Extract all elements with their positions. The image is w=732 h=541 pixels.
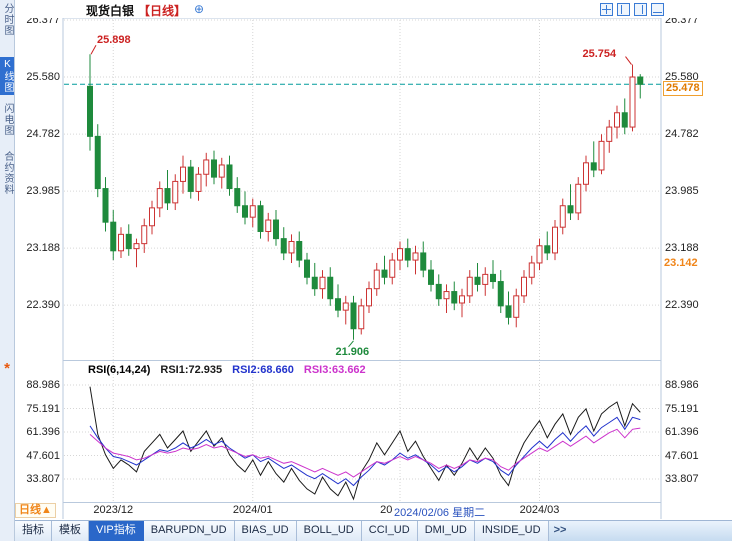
tab-cci-ud[interactable]: CCI_UD	[361, 521, 418, 541]
left-sidebar: * 分时图 K线图闪电图合约资料	[0, 0, 15, 541]
rsi-axis-label-right: 75.191	[665, 402, 699, 415]
rsi1-value: RSI1:72.935	[160, 364, 223, 376]
symbol-title: 现货白银	[86, 4, 135, 18]
sidebar-item-contract-info[interactable]: 合约资料	[2, 151, 13, 195]
annotation-period-low: 21.906	[335, 345, 370, 358]
indicator-panel-icon[interactable]: *	[4, 360, 10, 377]
add-indicator-icon[interactable]: ⊕	[194, 2, 205, 16]
tab-indicators[interactable]: 指标	[14, 521, 52, 541]
period-selector[interactable]: 日线▲	[15, 503, 56, 518]
rsi-params-label: RSI(6,14,24)	[88, 364, 151, 376]
rsi2-value: RSI2:68.660	[232, 364, 294, 376]
price-axis-label-left: 23.188	[26, 242, 60, 255]
tab-dmi-ud[interactable]: DMI_UD	[417, 521, 475, 541]
tab-bias-ud[interactable]: BIAS_UD	[234, 521, 297, 541]
secondary-price-label: 23.142	[664, 257, 698, 269]
rsi-axis-label-left: 88.986	[26, 379, 60, 391]
tab-vip-indicators[interactable]: VIP指标	[89, 521, 144, 541]
tab-inside-ud[interactable]: INSIDE_UD	[474, 521, 549, 541]
rsi-axis-label-left: 47.601	[26, 449, 60, 462]
price-axis-label-right: 23.985	[665, 185, 699, 198]
split-left-icon[interactable]	[617, 3, 630, 16]
price-axis-label-left: 25.580	[26, 71, 60, 83]
rsi-axis-label-right: 61.396	[665, 426, 699, 438]
price-axis-label-right: 23.188	[665, 242, 699, 255]
rsi-axis-label-left: 75.191	[26, 402, 60, 415]
period-arrow-icon: ▲	[41, 504, 52, 516]
x-axis-label: 2024/03	[519, 504, 560, 516]
tab-templates[interactable]: 模板	[52, 521, 89, 541]
rsi-axis-label-left: 33.807	[26, 472, 60, 485]
split-right-icon[interactable]	[634, 3, 647, 16]
last-price-badge: 25.478	[663, 81, 703, 96]
rsi-indicator-header[interactable]: RSI(6,14,24) RSI1:72.935 RSI2:68.660 RSI3:6…	[88, 364, 376, 376]
x-axis-label: 2024/01	[232, 504, 273, 516]
split-bottom-icon[interactable]	[651, 3, 664, 16]
x-axis-label: 2023/12	[93, 504, 134, 516]
annotation-recent-high: 25.754	[582, 47, 617, 60]
rsi-axis-label-right: 88.986	[665, 379, 699, 391]
period-label: 日线	[19, 504, 41, 516]
selected-date-label: 2024/02/06 星期二	[392, 504, 488, 520]
grid-layout-icon[interactable]	[600, 3, 613, 16]
rsi-axis-label-left: 61.396	[26, 426, 60, 438]
sidebar-item-kline-chart[interactable]: K线图	[0, 57, 14, 95]
rsi-axis-label-right: 47.601	[665, 449, 699, 462]
period-tag: 【日线】	[138, 4, 187, 18]
sidebar-item-flash-chart[interactable]: 闪电图	[2, 103, 13, 136]
price-axis-label-right: 22.390	[665, 299, 699, 312]
tabs-overflow-button[interactable]: >>	[553, 524, 567, 536]
rsi-axis-label-right: 33.807	[665, 472, 699, 485]
price-axis-label-left: 22.390	[26, 299, 60, 312]
sidebar-item-timeshare-chart[interactable]: 分时图	[2, 3, 13, 36]
layout-toolbar	[596, 3, 664, 21]
price-axis-label-right: 25.580	[665, 71, 699, 83]
annotation-first-high: 25.898	[97, 34, 131, 47]
tab-boll-ud[interactable]: BOLL_UD	[296, 521, 362, 541]
tab-barupdn-ud[interactable]: BARUPDN_UD	[143, 521, 235, 541]
price-axis-label-left: 24.782	[26, 128, 60, 141]
price-axis-label-left: 23.985	[26, 185, 60, 198]
rsi3-value: RSI3:63.662	[303, 364, 366, 376]
price-axis-label-right: 24.782	[665, 128, 699, 141]
bottom-tab-bar: 指标 模板 VIP指标 BARUPDN_UD BIAS_UD BOLL_UD CCI_UD D…	[14, 520, 732, 541]
chart-header: 现货白银 【日线】 ⊕	[14, 0, 732, 18]
